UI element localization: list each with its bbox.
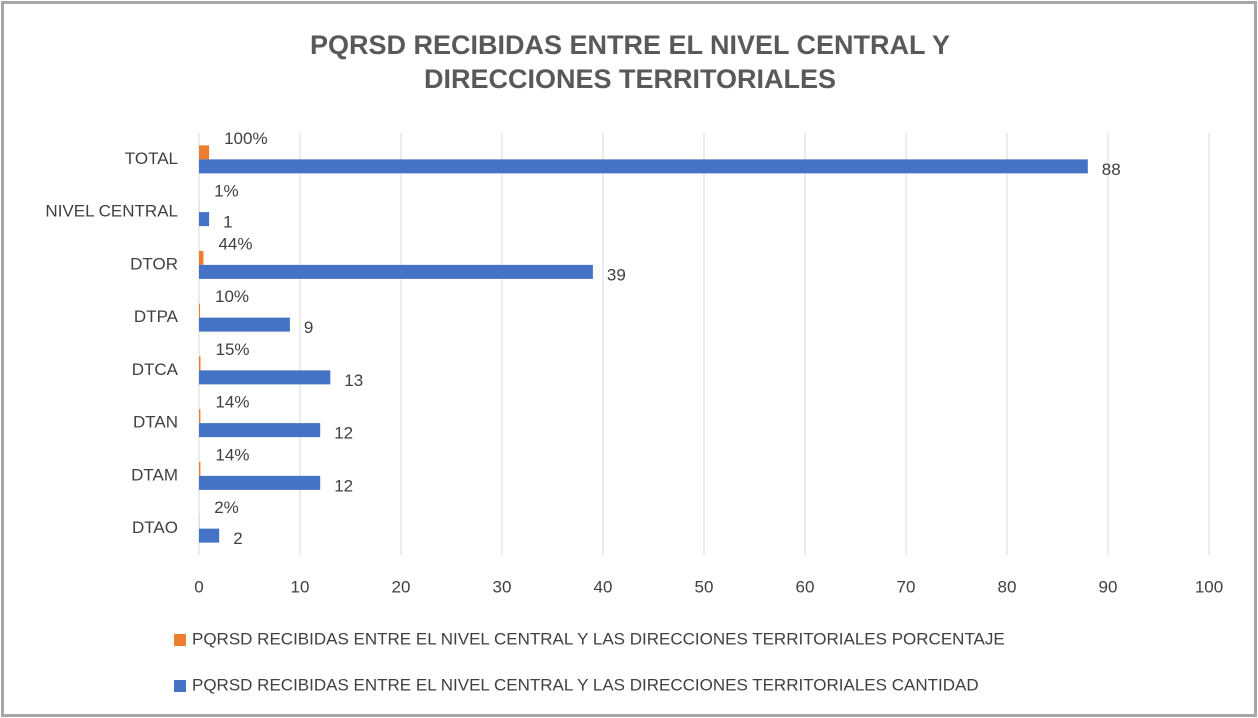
bar — [199, 475, 321, 490]
x-tick-label: 30 — [493, 577, 512, 596]
bar — [199, 370, 331, 385]
bar — [199, 264, 593, 279]
chart-title: PQRSD RECIBIDAS ENTRE EL NIVEL CENTRAL Y… — [309, 30, 951, 94]
data-label: 10% — [215, 287, 249, 306]
data-label: 9 — [304, 318, 313, 337]
legend-swatch — [174, 634, 186, 646]
x-tick-label: 50 — [695, 577, 714, 596]
x-tick-label: 80 — [998, 577, 1017, 596]
bar — [199, 423, 321, 438]
x-tick-label: 10 — [291, 577, 310, 596]
data-label: 14% — [215, 445, 249, 464]
bar — [199, 159, 1088, 174]
y-tick-label: DTCA — [132, 360, 179, 379]
x-tick-label: 20 — [392, 577, 411, 596]
x-tick-label: 40 — [594, 577, 613, 596]
bar — [199, 461, 201, 476]
y-tick-label: DTPA — [134, 307, 179, 326]
bar — [199, 528, 220, 543]
legend-label: PQRSD RECIBIDAS ENTRE EL NIVEL CENTRAL Y… — [192, 629, 1005, 648]
data-label: 2 — [233, 529, 242, 548]
x-tick-label: 90 — [1099, 577, 1118, 596]
y-tick-label: NIVEL CENTRAL — [45, 202, 178, 221]
data-label: 1% — [214, 182, 239, 201]
bar — [199, 145, 210, 160]
data-label: 1 — [223, 213, 232, 232]
bar — [199, 317, 290, 332]
legend-swatch — [174, 680, 186, 692]
data-label: 15% — [216, 340, 250, 359]
legend-label: PQRSD RECIBIDAS ENTRE EL NIVEL CENTRAL Y… — [192, 675, 979, 694]
x-tick-label: 100 — [1195, 577, 1223, 596]
bar — [199, 250, 204, 265]
data-label: 2% — [214, 498, 239, 517]
x-tick-label: 70 — [897, 577, 916, 596]
data-label: 12 — [334, 476, 353, 495]
bar — [199, 303, 201, 318]
bar — [199, 409, 201, 424]
x-tick-label: 0 — [194, 577, 203, 596]
data-label: 100% — [224, 129, 267, 148]
y-tick-label: DTAO — [132, 518, 178, 537]
data-label: 14% — [215, 393, 249, 412]
y-tick-label: DTOR — [130, 254, 178, 273]
y-tick-label: DTAN — [133, 413, 178, 432]
data-label: 88 — [1102, 160, 1121, 179]
data-label: 13 — [344, 371, 363, 390]
data-label: 44% — [218, 234, 252, 253]
y-tick-label: TOTAL — [125, 149, 178, 168]
bar — [199, 356, 201, 371]
y-tick-label: DTAM — [131, 465, 178, 484]
data-label: 39 — [607, 265, 626, 284]
bar — [199, 212, 210, 227]
x-tick-label: 60 — [796, 577, 815, 596]
data-label: 12 — [334, 424, 353, 443]
